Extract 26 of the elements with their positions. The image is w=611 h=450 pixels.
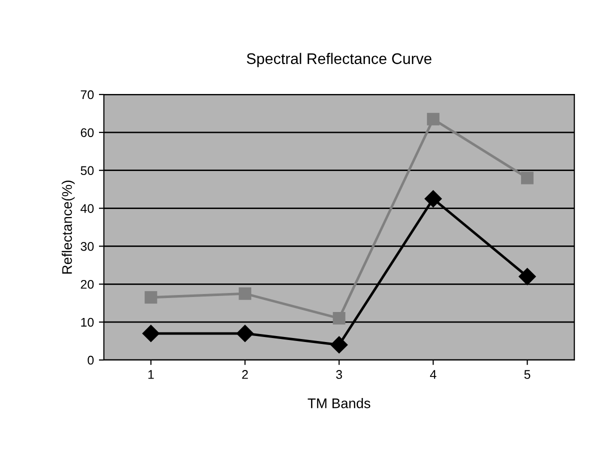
x-tick-label: 5 <box>524 370 530 379</box>
point <box>521 172 534 184</box>
y-axis-title: Reflectance(%) <box>62 180 75 274</box>
y-tick-label: 10 <box>81 318 94 327</box>
point <box>142 324 160 342</box>
point <box>236 324 254 342</box>
point <box>426 112 440 126</box>
x-tick-label: 1 <box>148 370 154 379</box>
point <box>332 312 346 325</box>
y-tick-label: 60 <box>80 128 94 138</box>
y-tick-label: 70 <box>80 90 94 100</box>
point <box>518 268 536 286</box>
x-tick-label: 3 <box>336 370 342 379</box>
x-axis-title: TM Bands <box>308 398 370 408</box>
point <box>424 190 442 208</box>
point <box>330 336 348 354</box>
point <box>238 287 252 300</box>
x-tick-label: 4 <box>430 370 436 379</box>
y-tick-label: 30 <box>80 242 94 251</box>
y-tick-label: 50 <box>80 166 94 176</box>
chart-title: Spectral Reflectance Curve <box>246 52 432 68</box>
x-tick-label: 2 <box>242 370 248 379</box>
y-tick-label: 0 <box>88 356 94 365</box>
point <box>144 291 158 304</box>
y-tick-label: 20 <box>80 280 94 289</box>
y-tick-label: 40 <box>80 204 94 213</box>
